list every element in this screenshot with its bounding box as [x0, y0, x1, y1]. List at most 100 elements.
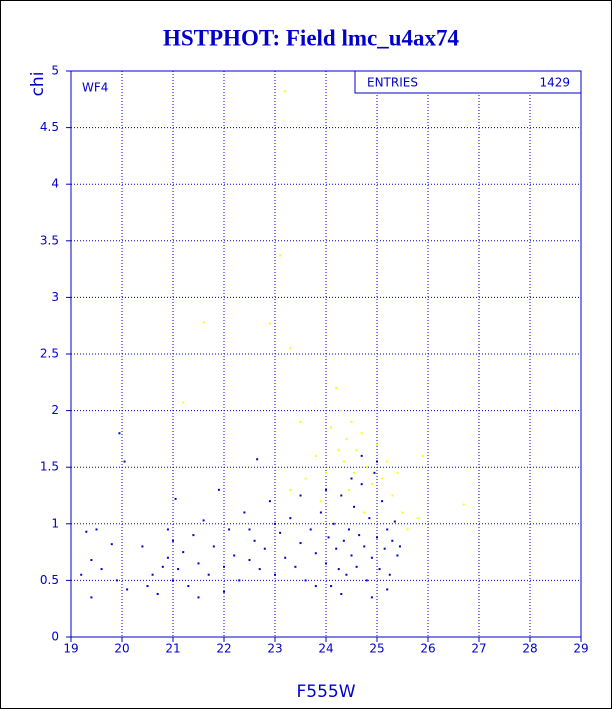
- point: [294, 565, 297, 568]
- point: [279, 254, 282, 257]
- point: [342, 460, 345, 463]
- y-axis-label: chi: [28, 72, 48, 97]
- point: [370, 556, 373, 559]
- point: [166, 556, 169, 559]
- point: [197, 562, 200, 565]
- point: [248, 559, 251, 562]
- point: [340, 494, 343, 497]
- plot-frame: [70, 70, 582, 638]
- point: [345, 573, 348, 576]
- point: [115, 579, 118, 582]
- point: [284, 556, 287, 559]
- point: [319, 511, 322, 514]
- point: [100, 568, 103, 571]
- point: [391, 539, 394, 542]
- y-tick-label: 3.5: [40, 233, 59, 247]
- entries-label: ENTRIES: [367, 76, 418, 90]
- point: [360, 483, 363, 486]
- point: [85, 530, 88, 533]
- point: [314, 454, 317, 457]
- point: [263, 547, 266, 550]
- point: [123, 460, 126, 463]
- point: [462, 503, 465, 506]
- point: [388, 573, 391, 576]
- point: [386, 528, 389, 531]
- y-tick-label: 0: [51, 630, 59, 644]
- x-tick-label: 27: [471, 642, 486, 656]
- point: [299, 494, 302, 497]
- point: [223, 590, 225, 593]
- point: [233, 554, 236, 557]
- point: [248, 528, 251, 531]
- point: [90, 559, 93, 562]
- point: [373, 471, 376, 474]
- point: [274, 522, 276, 525]
- point: [299, 420, 302, 423]
- point: [182, 401, 185, 404]
- x-tick-label: 22: [216, 642, 231, 656]
- panel-label: WF4: [82, 81, 108, 95]
- y-tick-label: 1.5: [40, 460, 59, 474]
- point: [268, 500, 271, 503]
- x-tick-label: 29: [573, 642, 588, 656]
- point: [381, 500, 384, 503]
- point: [332, 522, 335, 525]
- point: [393, 520, 396, 523]
- y-tick-label: 4.5: [40, 120, 59, 134]
- point: [279, 531, 282, 534]
- point: [416, 517, 419, 520]
- point: [360, 432, 363, 435]
- point: [202, 519, 205, 522]
- point: [406, 528, 409, 531]
- point: [325, 471, 327, 474]
- chart-title: HSTPHOT: Field lmc_u4ax74: [163, 25, 460, 50]
- x-tick-label: 28: [522, 642, 537, 656]
- point: [350, 554, 353, 557]
- point: [370, 483, 373, 486]
- point: [347, 528, 350, 531]
- point: [376, 443, 378, 446]
- x-tick-label: 24: [318, 642, 333, 656]
- stats-box: [354, 70, 582, 94]
- point: [299, 542, 302, 545]
- y-tick-label: 2: [51, 403, 59, 417]
- entries-value: 1429: [539, 76, 570, 90]
- point: [363, 511, 366, 514]
- point: [355, 449, 358, 452]
- point: [223, 565, 225, 568]
- point: [253, 539, 256, 542]
- point: [386, 460, 389, 463]
- point: [358, 534, 361, 537]
- point: [330, 585, 333, 588]
- point: [172, 579, 174, 582]
- point: [421, 454, 424, 457]
- x-tick-label: 21: [165, 642, 180, 656]
- point: [304, 579, 307, 582]
- point: [330, 426, 333, 429]
- x-tick-label: 19: [63, 642, 78, 656]
- point: [340, 409, 343, 412]
- point: [378, 568, 381, 571]
- point: [337, 449, 340, 452]
- point: [353, 505, 356, 508]
- point: [350, 477, 353, 480]
- point: [340, 592, 343, 595]
- point: [365, 579, 368, 582]
- point: [401, 511, 404, 514]
- point: [212, 545, 215, 548]
- point: [95, 528, 98, 531]
- point: [309, 528, 312, 531]
- point: [391, 494, 394, 497]
- point: [370, 596, 373, 599]
- point: [376, 536, 378, 539]
- point: [363, 545, 366, 548]
- point: [268, 322, 271, 325]
- point: [174, 497, 177, 500]
- x-axis-label: F555W: [296, 682, 355, 702]
- point: [243, 511, 246, 514]
- x-tick-label: 26: [420, 642, 435, 656]
- point: [90, 596, 93, 599]
- point: [368, 517, 371, 520]
- point: [177, 568, 180, 571]
